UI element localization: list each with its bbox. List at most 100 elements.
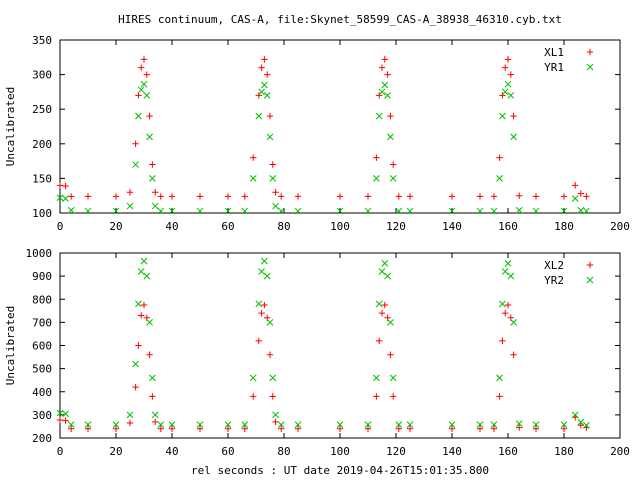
- chart2-y-tick-label: 500: [32, 363, 52, 376]
- chart2-x-tick-label: 120: [386, 445, 406, 458]
- chart1-x-tick-label: 20: [109, 220, 122, 233]
- chart2-yr2-point: [269, 374, 277, 382]
- chart2-x-tick-label: 60: [221, 445, 234, 458]
- chart2-xl2-point: [490, 425, 498, 432]
- chart1-yr1-point: [395, 207, 403, 215]
- chart1-xl1-point: [516, 192, 523, 199]
- chart1-yr1-point: [157, 207, 165, 215]
- chart1-yr1-point: [504, 80, 512, 88]
- chart2-xl2-point: [146, 351, 153, 358]
- chart2-yr2-point: [84, 421, 92, 428]
- chart1-yr1-point: [258, 88, 265, 96]
- chart2-x-tick-label: 40: [165, 445, 178, 458]
- chart1-yr1-point: [143, 92, 151, 99]
- chart2-yr2-point: [532, 421, 540, 428]
- chart1-yr1-point: [168, 207, 176, 215]
- chart1-xl1-point: [572, 182, 579, 189]
- chart2-y-tick-label: 900: [32, 270, 52, 283]
- chart2-xl2-point: [196, 425, 204, 432]
- chart2-yr2-point: [255, 300, 263, 308]
- chart2-xl2-point: [499, 337, 506, 345]
- chart2-yr2-point: [277, 421, 285, 428]
- chart1-yr1-point: [381, 81, 389, 89]
- chart2-yr2-point: [496, 374, 503, 382]
- chart1-xl1-point: [390, 161, 397, 168]
- chart2-xl2-point: [255, 337, 262, 345]
- chart2-yr2-point: [476, 421, 484, 428]
- chart2-yr2-point: [249, 374, 257, 382]
- chart1-yr1-point: [272, 202, 279, 210]
- chart1-yr1-point: [501, 88, 509, 96]
- chart1-xl1-point: [138, 64, 145, 71]
- chart2-yr2-point: [143, 272, 151, 280]
- chart1-legend-marker-yr1: [586, 63, 594, 71]
- chart1-yr1-point: [571, 195, 579, 202]
- chart2-yr2-point: [490, 421, 498, 428]
- chart2-legend-marker-xl2: [586, 261, 594, 269]
- chart1-xl1-point: [266, 112, 274, 120]
- chart1-legend-label-yr1: YR1: [544, 61, 564, 74]
- chart2-yr2-point: [196, 421, 204, 428]
- chart2-xl2-point: [272, 418, 279, 426]
- chart1-yr1-point: [266, 133, 274, 141]
- chart1-yr1-point: [67, 206, 75, 214]
- chart2-yr2-point: [373, 374, 380, 382]
- chart1-yr1-point: [577, 206, 585, 214]
- chart2-yr2-point: [384, 272, 391, 280]
- chart1-xl1-point: [577, 190, 584, 197]
- chart2-xl2-point: [56, 416, 64, 424]
- chart2-yr2-point: [583, 421, 590, 429]
- chart2-x-tick-label: 180: [554, 445, 574, 458]
- chart2-xl2-point: [448, 425, 456, 432]
- chart1-xl1-point: [376, 92, 383, 99]
- chart1-x-tick-label: 0: [57, 220, 64, 233]
- chart1-xl1-point: [157, 193, 164, 200]
- chart2-xl2-point: [126, 419, 134, 427]
- chart2-x-tick-label: 0: [57, 445, 64, 458]
- chart2-xl2-point: [224, 425, 232, 432]
- chart2-yr2-point: [112, 421, 120, 428]
- chart2-legend-label-yr2: YR2: [544, 274, 564, 287]
- chart1-x-tick-label: 160: [498, 220, 518, 233]
- chart1-y-tick-label: 300: [32, 69, 52, 82]
- chart1-xl1-point: [68, 193, 75, 200]
- chart1-yr1-point: [336, 207, 344, 215]
- chart1-xl1-point: [241, 193, 248, 200]
- chart2-xl2-point: [395, 425, 402, 432]
- chart1-xl1-point: [381, 56, 388, 63]
- chart2-yr2-point: [499, 300, 506, 308]
- chart2-xl2-point: [376, 337, 383, 345]
- chart1-yr1-point: [507, 92, 515, 99]
- chart1-x-tick-label: 40: [165, 220, 178, 233]
- chart2-xl2-point: [269, 393, 276, 400]
- chart1-xl1-point: [168, 193, 176, 200]
- chart2-xl2-point: [364, 425, 372, 432]
- chart2-y-axis-label: Uncalibrated: [4, 306, 17, 385]
- chart1-x-tick-label: 200: [610, 220, 630, 233]
- chart2-yr2-point: [504, 260, 512, 267]
- chart1-yr1-point: [135, 112, 142, 120]
- chart2-xl2-point: [149, 393, 156, 400]
- chart2-xl2-point: [258, 309, 265, 317]
- chart1-yr1-point: [510, 133, 517, 141]
- chart1-yr1-point: [583, 207, 590, 215]
- figure-title: HIRES continuum, CAS-A, file:Skynet_5859…: [118, 13, 562, 26]
- chart1-yr1-point: [406, 207, 414, 215]
- chart2-xl2-point: [502, 309, 509, 317]
- chart2-xl2-point: [373, 393, 380, 400]
- chart2-xl2-point: [577, 422, 584, 429]
- chart1-yr1-point: [364, 207, 372, 215]
- chart2-xl2-point: [387, 351, 394, 358]
- chart1-yr1-point: [56, 194, 64, 202]
- chart1-yr1-point: [490, 207, 498, 215]
- chart2-xl2-point: [250, 393, 257, 400]
- chart1-xl1-point: [258, 64, 265, 71]
- chart1-yr1-point: [378, 88, 386, 96]
- chart2-yr2-point: [577, 418, 585, 426]
- chart2-yr2-point: [149, 374, 156, 382]
- chart1-xl1-point: [510, 112, 517, 120]
- chart1-yr1-point: [269, 175, 277, 182]
- chart1-xl1-point: [135, 92, 142, 99]
- chart2-yr2-point: [224, 421, 232, 428]
- chart1-yr1-point: [515, 206, 523, 214]
